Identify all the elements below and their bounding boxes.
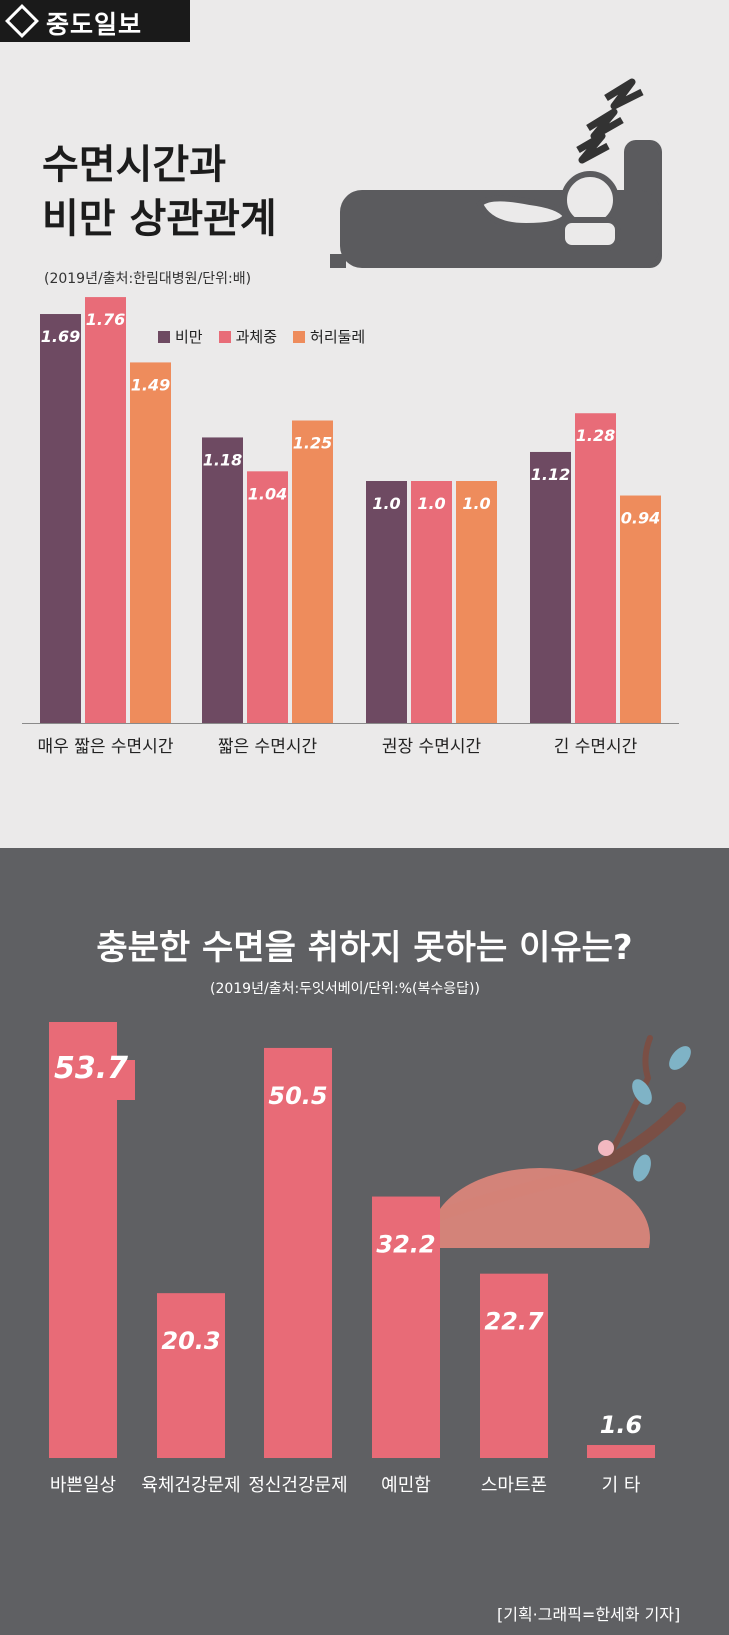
bar-label: 1.04	[248, 484, 287, 503]
bar-label: 1.12	[531, 465, 570, 484]
legend-swatch-obesity	[158, 330, 170, 343]
bar	[530, 451, 571, 723]
category-label: 긴 수면시간	[554, 737, 638, 757]
legend-label-obesity: 비만	[175, 328, 203, 346]
bar-label: 1.76	[86, 310, 125, 329]
bar	[292, 420, 333, 723]
legend-item-overweight: 과체중	[218, 326, 278, 347]
chart1-legend: 비만 과체중 허리둘레	[158, 326, 365, 347]
bar	[40, 314, 81, 723]
legend-label-overweight: 과체중	[235, 328, 278, 346]
bar	[247, 471, 288, 723]
bar	[456, 481, 497, 723]
zzz-icon	[576, 78, 644, 164]
category-label: 매우 짧은 수면시간	[38, 737, 174, 757]
flower-icon	[598, 1140, 614, 1156]
bar	[480, 1273, 548, 1458]
bar-label: 53.7	[54, 1051, 128, 1086]
bar-label: 1.49	[131, 375, 170, 394]
category-label: 예민함	[381, 1475, 431, 1496]
chart2-source: (2019년/출처:두잇서베이/단위:%(복수응답))	[210, 981, 480, 997]
sloth-illustration	[380, 1035, 691, 1248]
legend-label-waist: 허리둘레	[310, 328, 366, 346]
pillow	[559, 217, 621, 251]
bar	[49, 1021, 135, 1458]
sleep-reasons-section: 충분한 수면을 취하지 못하는 이유는? (2019년/출처:두잇서베이/단위:…	[0, 848, 729, 1635]
sleeping-person-illustration	[330, 78, 662, 268]
bar	[411, 481, 452, 723]
bar-label: 1.0	[462, 494, 490, 513]
bar-label: 50.5	[268, 1082, 327, 1110]
category-label: 스마트폰	[481, 1475, 547, 1496]
legend-swatch-waist	[293, 330, 306, 343]
bar-label: 0.94	[621, 509, 660, 528]
logo-text: 중도일보	[46, 10, 143, 39]
legend-item-obesity: 비만	[158, 326, 203, 347]
bar	[366, 481, 407, 723]
obesity-section: 중도일보 수면시간과 비만 상관관계 (2019년/출처:한림대병원/단위:배)…	[0, 0, 729, 848]
bar-label: 1.18	[203, 450, 242, 469]
bar-label: 1.25	[293, 434, 332, 453]
chart2-title: 충분한 수면을 취하지 못하는 이유는?	[96, 928, 633, 968]
leaf-icon	[669, 1046, 691, 1070]
bar-label: 1.6	[600, 1411, 643, 1439]
credit: [기획·그래픽=한세화 기자]	[497, 1605, 681, 1624]
bed-leg	[330, 254, 346, 268]
logo: 중도일보	[0, 0, 190, 42]
chart2: 53.7 바쁜일상 20.3 육체건강문제 50.5 정신건강문제 32.2 예민함 22.7 스…	[49, 1021, 655, 1496]
bar	[587, 1445, 655, 1458]
legend-item-waist: 허리둘레	[293, 326, 365, 347]
legend-swatch-overweight	[218, 330, 231, 343]
bar	[85, 297, 126, 723]
category-label: 정신건강문제	[248, 1475, 347, 1496]
leaf-icon	[632, 1079, 652, 1105]
bar	[372, 1196, 440, 1458]
arm	[476, 195, 570, 230]
bar	[202, 437, 243, 723]
bar-label: 22.7	[484, 1308, 544, 1336]
category-label: 바쁜일상	[50, 1475, 116, 1496]
bar	[130, 362, 171, 723]
category-label: 권장 수면시간	[382, 737, 482, 757]
bar-label: 1.0	[417, 494, 445, 513]
bar	[264, 1047, 332, 1458]
chart1-source: (2019년/출처:한림대병원/단위:배)	[44, 271, 252, 287]
chart1: 1.69 1.76 1.49 매우 짧은 수면시간 1.18 1.04 1.25 짧은 수면시…	[22, 297, 679, 757]
bar-label: 20.3	[161, 1327, 220, 1355]
bar	[620, 495, 661, 723]
category-label: 기 타	[602, 1475, 641, 1496]
chart1-title-line2: 비만 상관관계	[42, 196, 277, 242]
bar-label: 1.0	[372, 494, 400, 513]
bar	[575, 413, 616, 723]
bar-label: 32.2	[376, 1231, 435, 1259]
bar-label: 1.28	[576, 426, 615, 445]
category-label: 육체건강문제	[141, 1475, 240, 1496]
leaf-icon	[633, 1154, 651, 1182]
chart1-title: 수면시간과 비만 상관관계	[42, 138, 277, 246]
sloth-body	[430, 1168, 650, 1248]
chart1-title-line1: 수면시간과	[42, 142, 226, 188]
bar-label: 1.69	[41, 327, 80, 346]
category-label: 짧은 수면시간	[218, 737, 318, 757]
bar	[157, 1293, 225, 1458]
